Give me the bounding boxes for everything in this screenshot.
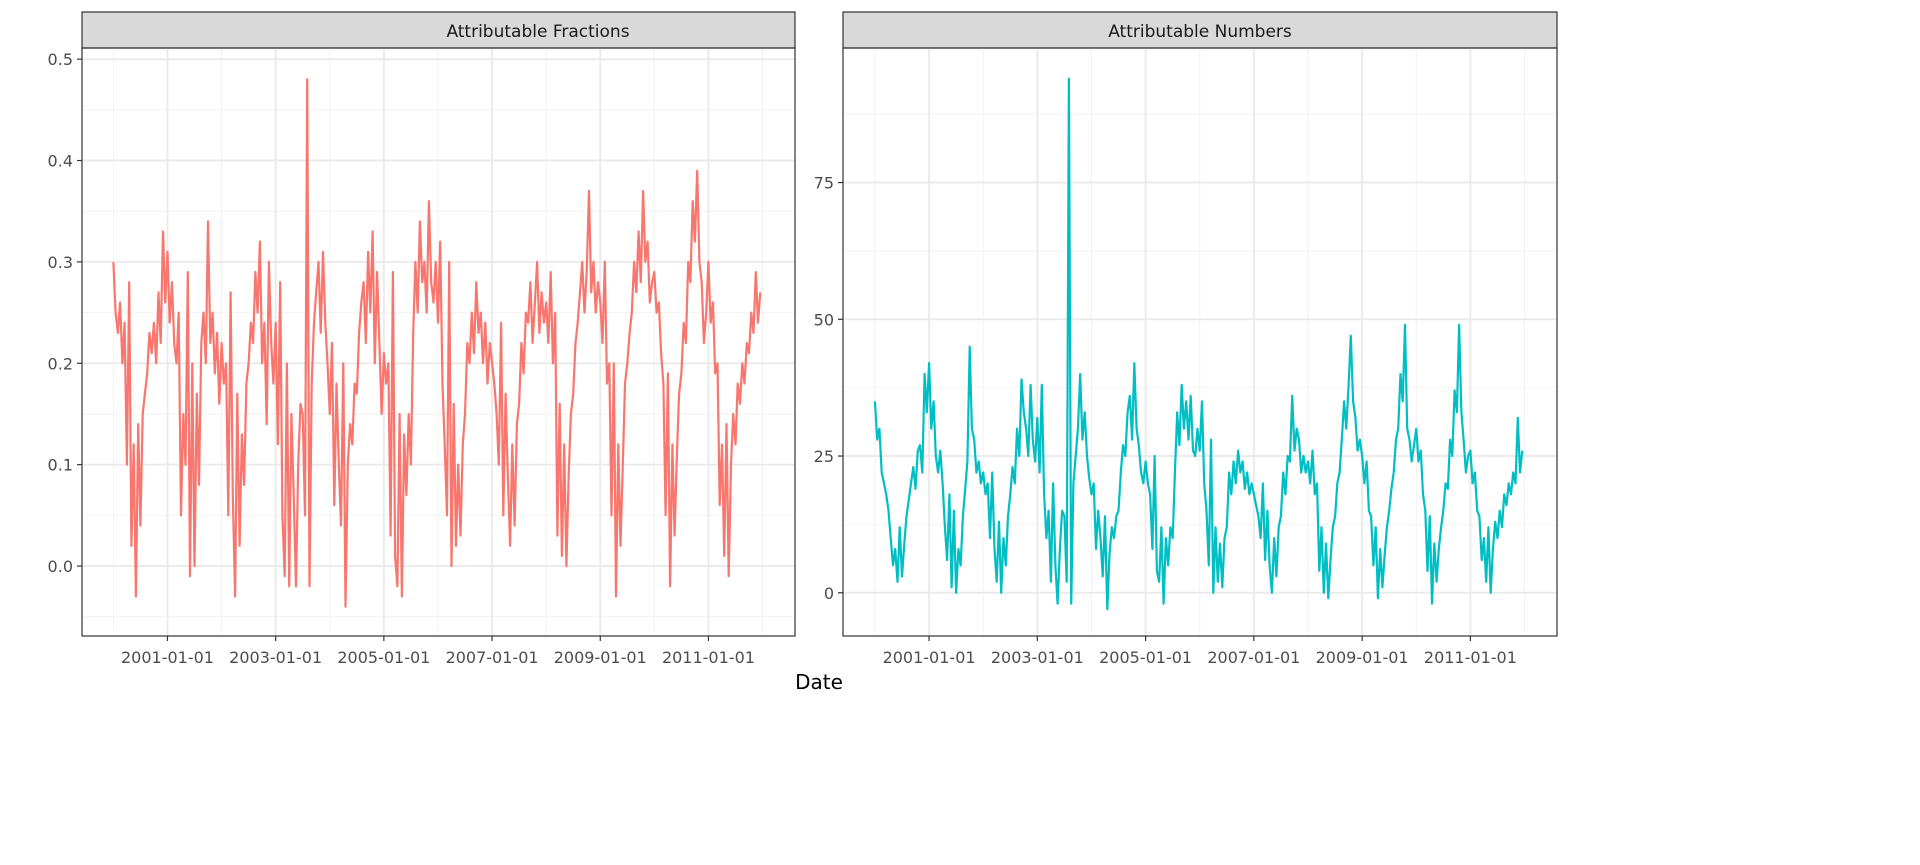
- y-tick-label: 0.5: [48, 50, 73, 69]
- strip-title: Attributable Numbers: [1108, 22, 1292, 42]
- y-tick-label: 0.4: [48, 152, 73, 171]
- x-tick-label: 2001-01-01: [883, 648, 976, 667]
- panel-border: [842, 47, 1558, 637]
- x-tick-label: 2005-01-01: [1099, 648, 1192, 667]
- x-tick-label: 2009-01-01: [554, 648, 647, 667]
- strip-title: Attributable Fractions: [446, 22, 629, 42]
- y-tick-label: 0: [824, 584, 834, 603]
- panel-attributable-numbers: 0 25 50 75 2001-01-01 2003-01-01 2005-01-01 200…: [814, 11, 1558, 667]
- series-line: [112, 78, 762, 608]
- x-axis-title: Date: [795, 670, 843, 694]
- y-tick-label: 75: [814, 174, 834, 193]
- strip-background: [81, 11, 796, 49]
- x-tick-label: 2003-01-01: [229, 648, 322, 667]
- y-tick-label: 50: [814, 310, 834, 329]
- x-tick-label: 2001-01-01: [121, 648, 214, 667]
- x-tick-label: 2007-01-01: [446, 648, 539, 667]
- x-tick-label: 2011-01-01: [662, 648, 755, 667]
- y-tick-label: 0.0: [48, 557, 73, 576]
- y-tick-label: 25: [814, 447, 834, 466]
- x-tick-label: 2005-01-01: [337, 648, 430, 667]
- series-line: [873, 77, 1524, 611]
- panel-border: [81, 47, 796, 637]
- x-tick-label: 2003-01-01: [991, 648, 1084, 667]
- x-tick-label: 2009-01-01: [1316, 648, 1409, 667]
- panel-attributable-fractions: 0.0 0.1 0.2 0.3 0.4 0.5 2001-01-01 2003-01-01 20…: [48, 11, 796, 667]
- y-tick-label: 0.3: [48, 253, 73, 272]
- strip-background: [842, 11, 1558, 49]
- y-tick-label: 0.2: [48, 354, 73, 373]
- y-tick-label: 0.1: [48, 456, 73, 475]
- x-tick-label: 2007-01-01: [1207, 648, 1300, 667]
- x-tick-label: 2011-01-01: [1424, 648, 1517, 667]
